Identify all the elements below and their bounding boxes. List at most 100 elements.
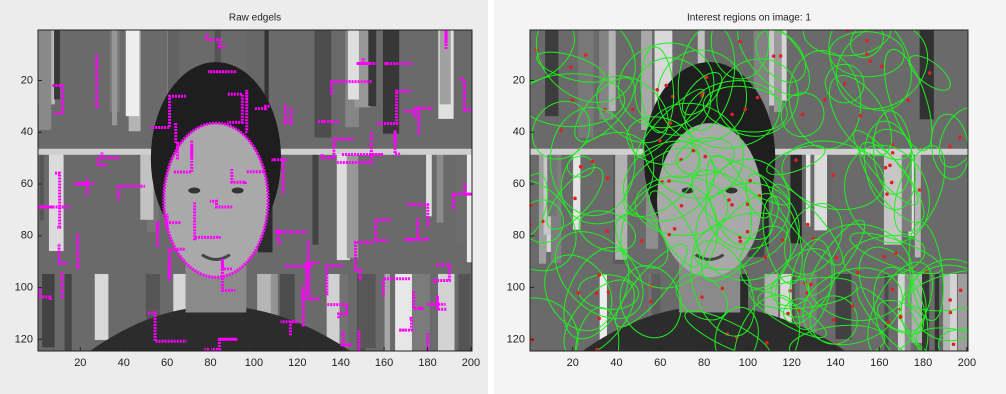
- region-center: [579, 165, 583, 169]
- image-book: [112, 30, 117, 125]
- image-book: [42, 274, 54, 347]
- image-book: [312, 152, 318, 245]
- x-tick-label: 100: [245, 357, 263, 369]
- x-tick-label: 140: [332, 357, 350, 369]
- region-center: [700, 295, 704, 299]
- x-tick-label: 160: [870, 357, 888, 369]
- region-center: [832, 318, 836, 322]
- region-center: [584, 53, 588, 57]
- image-book: [774, 30, 782, 112]
- region-center: [606, 176, 610, 180]
- region-center: [952, 342, 956, 346]
- region-center: [667, 179, 671, 183]
- region-center: [809, 283, 813, 287]
- region-center: [692, 149, 696, 153]
- region-center: [891, 288, 895, 292]
- region-center: [891, 151, 895, 155]
- x-tick-label: 60: [161, 357, 173, 369]
- y-tick-label: 80: [513, 230, 525, 242]
- x-tick-label: 20: [567, 357, 579, 369]
- region-center: [591, 160, 595, 164]
- region-center: [705, 76, 709, 80]
- image-book: [39, 30, 52, 130]
- y-tick-label: 60: [21, 178, 33, 190]
- region-center: [882, 255, 886, 259]
- region-center: [668, 121, 672, 125]
- x-tick-label: 100: [739, 357, 757, 369]
- region-center: [906, 98, 910, 102]
- region-center: [865, 39, 869, 43]
- region-center: [569, 65, 573, 69]
- y-tick-label: 80: [21, 230, 33, 242]
- image-book: [368, 30, 376, 106]
- page: {"chart_data": [ {"type": "image", "titl…: [0, 0, 1006, 394]
- region-center: [531, 338, 535, 342]
- region-center: [664, 84, 668, 88]
- region-center: [899, 315, 903, 319]
- region-center: [887, 321, 891, 325]
- region-center: [823, 98, 827, 102]
- region-center: [885, 192, 889, 196]
- region-center: [918, 188, 922, 192]
- region-center: [865, 52, 869, 56]
- y-tick-label: 120: [15, 333, 33, 345]
- y-tick-label: 120: [507, 333, 525, 345]
- image-eye: [232, 188, 244, 194]
- chart-title: Interest regions on image: 1: [687, 13, 811, 24]
- region-center: [671, 95, 675, 99]
- x-tick-label: 20: [74, 357, 86, 369]
- image-book: [126, 30, 139, 116]
- region-center: [756, 96, 760, 100]
- region-center: [928, 71, 932, 75]
- region-center: [649, 300, 653, 304]
- image: [466, 0, 1006, 394]
- region-center: [794, 158, 798, 162]
- region-center: [746, 230, 750, 234]
- y-tick-label: 40: [513, 126, 525, 138]
- y-tick-label: 100: [15, 281, 33, 293]
- y-tick-label: 20: [513, 74, 525, 86]
- image-book: [54, 30, 60, 99]
- image-book: [439, 274, 454, 359]
- x-tick-label: 120: [783, 357, 801, 369]
- region-center: [595, 291, 599, 295]
- region-center: [890, 181, 894, 185]
- region-center: [843, 82, 847, 86]
- region-center: [779, 54, 783, 58]
- region-center: [835, 256, 839, 260]
- region-center: [948, 145, 952, 149]
- region-center: [894, 251, 898, 255]
- x-tick-label: 160: [375, 357, 393, 369]
- x-tick-label: 180: [418, 357, 436, 369]
- region-center: [772, 54, 776, 58]
- region-center: [727, 198, 731, 202]
- y-tick-label: 100: [507, 281, 525, 293]
- image-book: [806, 152, 810, 226]
- y-tick-label: 40: [21, 126, 33, 138]
- image-book: [40, 152, 44, 221]
- x-tick-label: 140: [826, 357, 844, 369]
- region-center: [573, 197, 577, 201]
- chart-title: Raw edgels: [229, 13, 281, 24]
- region-center: [763, 255, 767, 259]
- image-book: [578, 30, 593, 138]
- y-tick-label: 60: [513, 178, 525, 190]
- image-book: [547, 152, 557, 216]
- image: [31, 30, 481, 385]
- x-tick-label: 200: [462, 357, 480, 369]
- region-center: [880, 65, 884, 69]
- image-book: [49, 152, 64, 251]
- region-center: [721, 287, 725, 291]
- image-book: [836, 274, 852, 339]
- region-center: [781, 238, 785, 242]
- region-center: [765, 341, 769, 345]
- region-center: [958, 136, 962, 140]
- figure: Raw edgels 20 40 60 80 100 120 140 160 180 200 20 40…: [0, 0, 1006, 394]
- region-center: [959, 288, 963, 292]
- image-book: [358, 274, 375, 348]
- region-center: [673, 227, 677, 231]
- region-center: [703, 155, 707, 159]
- region-center: [748, 179, 752, 183]
- region-center: [801, 113, 805, 117]
- x-tick-label: 200: [958, 357, 976, 369]
